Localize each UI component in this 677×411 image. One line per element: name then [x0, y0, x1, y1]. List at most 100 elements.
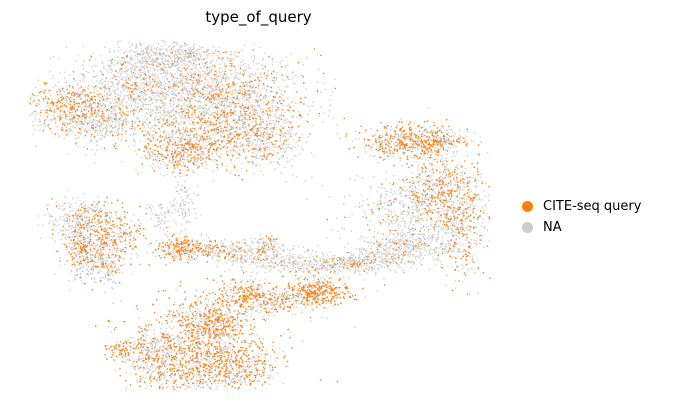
- point-na: [200, 139, 202, 142]
- point-na: [161, 56, 164, 58]
- point-na: [208, 108, 210, 111]
- point-na: [238, 149, 240, 151]
- point-na: [381, 259, 384, 261]
- point-na: [139, 55, 141, 57]
- point-na: [425, 151, 428, 154]
- point-na: [373, 230, 375, 233]
- point-na: [219, 119, 221, 121]
- point-na: [411, 261, 414, 263]
- point-na: [70, 112, 73, 114]
- point-na: [409, 230, 411, 232]
- point-na: [366, 241, 368, 244]
- point-na: [191, 128, 193, 131]
- point-na: [431, 239, 433, 241]
- point-na: [107, 86, 110, 88]
- point-na: [67, 132, 70, 134]
- point-na: [410, 220, 413, 222]
- point-na: [264, 75, 266, 77]
- point-na: [419, 233, 422, 235]
- point-na: [134, 73, 137, 75]
- point-na: [247, 74, 249, 77]
- point-na: [157, 82, 159, 85]
- point-na: [272, 77, 274, 80]
- point-na: [243, 99, 246, 102]
- point-na: [125, 78, 128, 81]
- point-na: [126, 75, 128, 78]
- point-na: [84, 127, 87, 130]
- point-na: [184, 117, 187, 120]
- point-na: [255, 62, 258, 65]
- point-na: [256, 111, 258, 113]
- point-na: [446, 240, 449, 242]
- point-na: [149, 99, 151, 102]
- point-na: [127, 61, 129, 63]
- point-na: [136, 92, 138, 95]
- point-na: [90, 115, 93, 118]
- point-na: [342, 203, 345, 205]
- point-na: [215, 131, 217, 134]
- point-na: [54, 122, 57, 125]
- point-na: [470, 248, 473, 250]
- point-na: [134, 122, 137, 124]
- point-na: [131, 44, 134, 47]
- point-na: [439, 210, 441, 213]
- point-na: [93, 87, 96, 90]
- point-na: [187, 43, 189, 46]
- point-na: [151, 167, 154, 169]
- point-na: [410, 250, 412, 253]
- point-na: [48, 114, 50, 116]
- point-na: [51, 77, 53, 79]
- point-na: [250, 55, 253, 57]
- point-na: [195, 100, 197, 102]
- point-na: [130, 71, 133, 74]
- point-na: [458, 236, 461, 238]
- point-na: [159, 80, 162, 83]
- point-na: [453, 247, 455, 249]
- point-na: [171, 131, 174, 134]
- point-na: [378, 260, 380, 263]
- point-na: [107, 64, 109, 66]
- point-na: [32, 133, 34, 136]
- point-na: [121, 92, 123, 94]
- point-na: [128, 98, 130, 101]
- point-na: [359, 238, 361, 241]
- point-na: [339, 237, 341, 240]
- point-na: [452, 213, 454, 215]
- point-na: [205, 163, 208, 165]
- point-na: [233, 109, 235, 111]
- point-na: [212, 107, 215, 109]
- point-na: [238, 120, 240, 123]
- point-na: [89, 119, 91, 122]
- point-na: [173, 55, 176, 58]
- point-na: [160, 130, 162, 133]
- point-na: [79, 123, 81, 126]
- point-na: [425, 250, 428, 253]
- point-na: [192, 47, 195, 49]
- point-na: [210, 113, 213, 116]
- point-na: [444, 231, 446, 234]
- point-na: [122, 78, 124, 81]
- point-na: [441, 176, 444, 179]
- point-na: [196, 164, 199, 167]
- point-na: [62, 95, 64, 97]
- point-na: [251, 160, 254, 163]
- point-na: [99, 124, 101, 127]
- point-na: [440, 245, 442, 248]
- point-na: [57, 97, 60, 100]
- point-na: [122, 123, 125, 126]
- point-na: [273, 144, 276, 146]
- point-na: [158, 65, 160, 68]
- point-na: [450, 227, 452, 230]
- point-na: [419, 147, 421, 149]
- point-na: [386, 194, 388, 196]
- point-na: [155, 112, 157, 115]
- point-na: [399, 245, 402, 247]
- point-na: [34, 117, 36, 120]
- point-na: [409, 252, 412, 254]
- point-na: [274, 168, 277, 170]
- point-na: [168, 55, 171, 58]
- point-na: [283, 122, 285, 125]
- point-na: [255, 147, 258, 150]
- point-na: [397, 189, 400, 192]
